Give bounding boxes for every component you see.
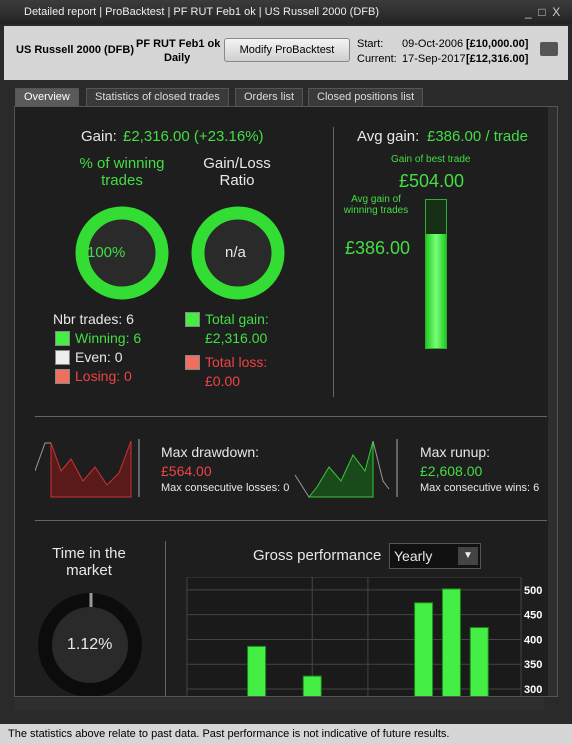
start-label: Start: — [357, 38, 384, 50]
title-bar: Detailed report | ProBacktest | PF RUT F… — [0, 0, 572, 24]
start-value: [£10,000.00] — [466, 38, 529, 50]
drawdown: £564.00 — [161, 463, 212, 479]
total-gain: £2,316.00 — [205, 330, 268, 346]
avg-winning: £386.00 — [345, 238, 411, 258]
bar — [302, 675, 322, 696]
avg-winning-label: Avg gain of winning trades — [343, 194, 409, 216]
runup-chart — [294, 439, 398, 498]
h-scrollbar[interactable] — [14, 698, 544, 710]
total-loss-label: Total loss: — [205, 354, 268, 370]
current-date: 17-Sep-2017 — [402, 53, 466, 65]
plot-area — [186, 577, 522, 696]
divider — [35, 520, 547, 521]
runup-label: Max runup: — [420, 444, 491, 460]
avg-gain-value: £386.00 / trade — [427, 128, 528, 145]
ratio-ring — [191, 206, 285, 300]
modify-button[interactable]: Modify ProBacktest — [224, 38, 350, 62]
drawdown-tail — [35, 442, 51, 472]
avg-gain-label: Avg gain: — [357, 128, 420, 145]
bar — [414, 602, 434, 696]
period: Daily — [164, 52, 191, 64]
loss-swatch — [185, 355, 200, 370]
y-tick-label: 350 — [524, 659, 542, 671]
divider — [35, 416, 547, 417]
tab[interactable]: Orders list — [235, 88, 304, 106]
winning-pct: 100% — [87, 244, 126, 261]
bar — [469, 627, 489, 696]
gross-label: Gross performance — [253, 547, 382, 564]
runup-tail — [294, 474, 310, 498]
ratio-title: Gain/Loss Ratio — [203, 155, 271, 189]
tab[interactable]: Closed positions list — [308, 88, 424, 106]
footer: The statistics above relate to past data… — [0, 724, 572, 744]
y-tick-label: 300 — [524, 684, 542, 696]
strategy: PF RUT Feb1 ok — [136, 38, 221, 50]
best-trade: £504.00 — [399, 171, 465, 191]
even: Even: 0 — [75, 349, 123, 365]
dropdown-arrow: ▼ — [458, 547, 478, 565]
period-dropdown[interactable]: Yearly ▼ — [389, 543, 481, 569]
y-tick-label: 450 — [524, 610, 542, 622]
bar — [247, 645, 267, 696]
win-swatch — [55, 331, 70, 346]
time-donut — [38, 593, 142, 696]
consec-wins: Max consecutive wins: 6 — [420, 482, 540, 494]
runup-area — [307, 440, 374, 498]
divider — [165, 541, 166, 696]
runup-tail — [372, 440, 390, 490]
even-swatch — [55, 350, 70, 365]
winning-ring — [75, 206, 169, 300]
winning: Winning: 6 — [75, 330, 142, 346]
gross-chart: 300 350 400 450 500 — [186, 577, 542, 696]
losing: Losing: 0 — [75, 368, 132, 384]
header: US Russell 2000 (DFB) PF RUT Feb1 ok Dai… — [4, 26, 568, 80]
current-value: [£12,316.00] — [466, 53, 529, 65]
footer-text: The statistics above relate to past data… — [8, 728, 450, 740]
nbr-trades: Nbr trades: 6 — [53, 311, 134, 327]
runup: £2,608.00 — [420, 463, 483, 479]
best-trade-label: Gain of best trade — [391, 154, 471, 165]
drawdown-chart — [35, 439, 140, 498]
donuts — [75, 206, 285, 300]
gain-label: Gain: — [81, 128, 117, 145]
ratio-value: n/a — [225, 244, 246, 261]
tab[interactable]: Statistics of closed trades — [86, 88, 229, 106]
total-gain-label: Total gain: — [205, 311, 269, 327]
winning-title: % of winning trades — [79, 155, 165, 189]
scrollbar[interactable] — [548, 107, 557, 696]
tab-active[interactable]: Overview — [15, 88, 79, 106]
consec-losses: Max consecutive losses: 0 — [161, 482, 290, 494]
total-loss: £0.00 — [205, 373, 241, 389]
start-date: 09-Oct-2006 — [402, 38, 464, 50]
divider — [333, 127, 334, 397]
drawdown-area — [50, 440, 132, 498]
time-value: 1.12% — [67, 636, 113, 653]
current-label: Current: — [357, 53, 397, 65]
y-tick-label: 500 — [524, 585, 542, 597]
loss-swatch — [55, 369, 70, 384]
bar — [441, 588, 461, 696]
time-label: Time in the market — [52, 545, 126, 579]
print-icon[interactable] — [540, 42, 558, 56]
avg-bar — [426, 234, 446, 348]
gain-value: £2,316.00 (+23.16%) — [123, 128, 264, 145]
content-panel: Gain: £2,316.00 (+23.16%) % of winning t… — [14, 106, 558, 697]
period-value: Yearly — [394, 548, 433, 564]
instrument: US Russell 2000 (DFB) — [16, 44, 134, 56]
y-tick-label: 400 — [524, 634, 542, 646]
gain-swatch — [185, 312, 200, 327]
window-buttons[interactable]: _ □ X — [525, 5, 561, 19]
drawdown-label: Max drawdown: — [161, 444, 260, 460]
window-title: Detailed report | ProBacktest | PF RUT F… — [24, 6, 379, 18]
